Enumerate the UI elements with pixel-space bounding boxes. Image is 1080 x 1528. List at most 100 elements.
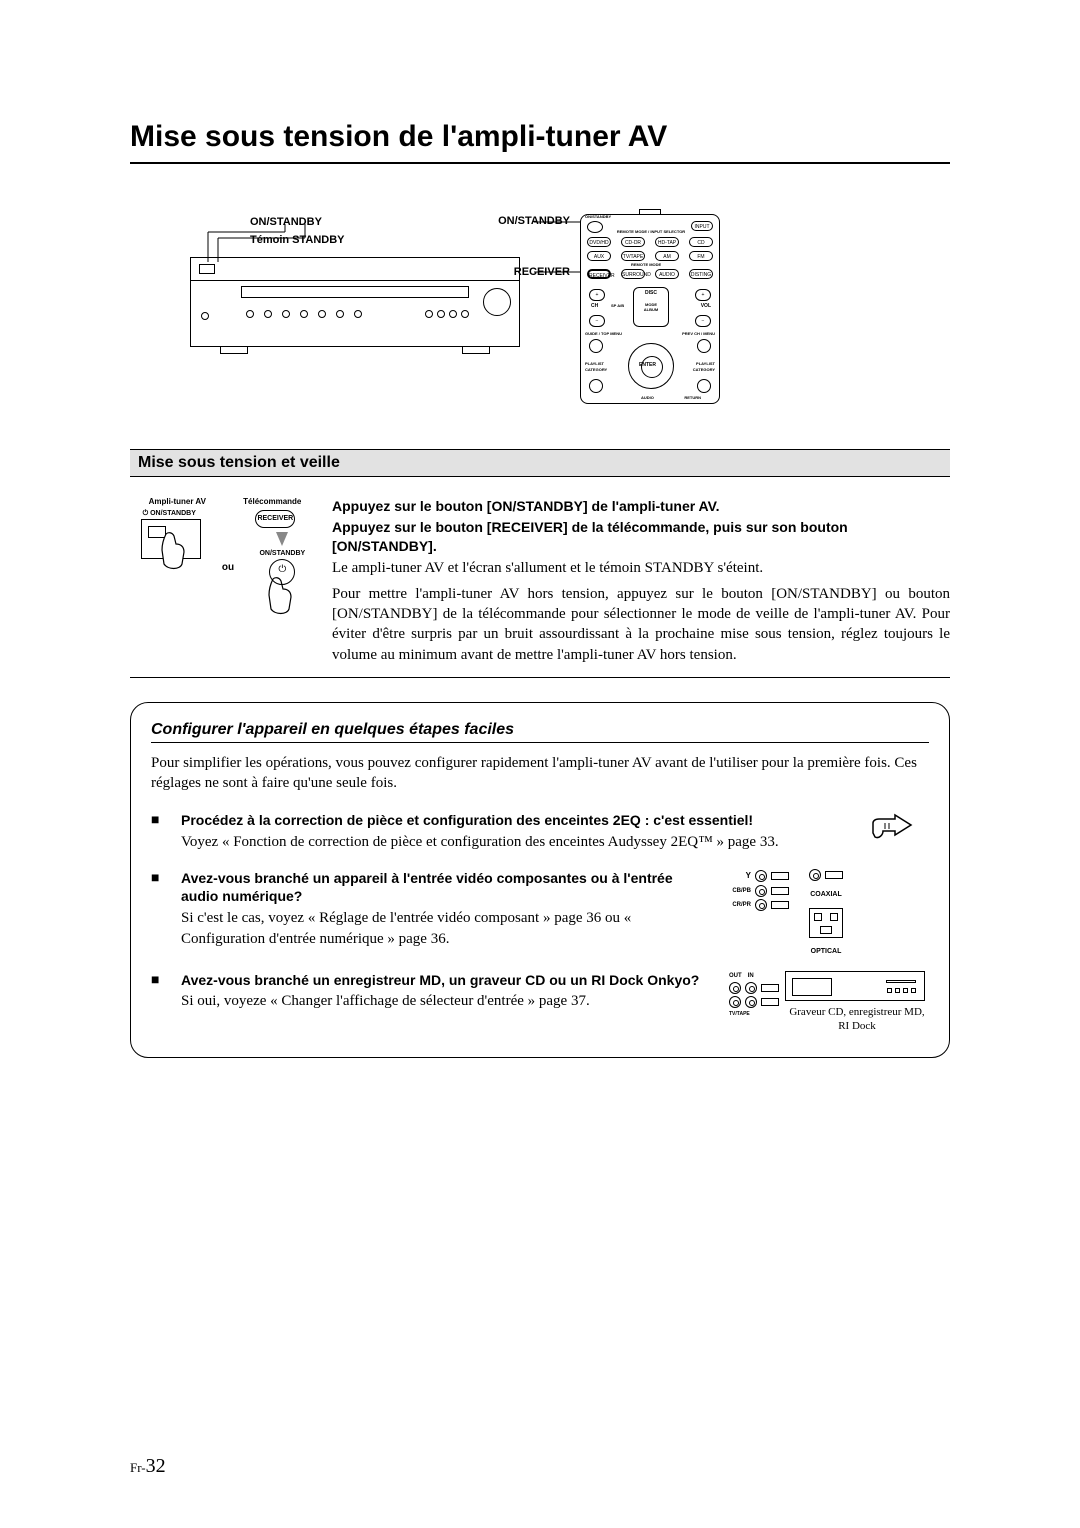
- button-icon: [449, 310, 457, 318]
- button-icon: [461, 310, 469, 318]
- ou-label: ou: [222, 562, 234, 573]
- disc-pad-icon: DISC MODE ALBUM: [633, 287, 669, 327]
- cd-button-icon: CD: [689, 237, 713, 247]
- playlist-button-l-icon: [589, 379, 603, 393]
- audio-label-bottom: AUDIO: [641, 395, 654, 400]
- category-label-r: CATEGORY: [693, 367, 715, 372]
- item3-heading: Avez-vous branché un enregistreur MD, un…: [181, 971, 713, 990]
- label-onstandby: ON/STANDBY: [250, 216, 322, 228]
- press-button-icon: [141, 519, 201, 559]
- component-diagram: Y CB/PB CR/PR COAXIAL OPTICAL: [729, 869, 929, 955]
- config-intro: Pour simplifier les opérations, vous pou…: [151, 753, 929, 794]
- category-label-l: CATEGORY: [585, 367, 607, 372]
- display-screen-icon: [241, 286, 469, 298]
- receiver-button-icon: RECEIVER: [587, 269, 611, 279]
- playlist-label-l: PLAYLIST: [585, 361, 604, 366]
- button-icon: [246, 310, 254, 318]
- aux-button-icon: AUX: [587, 251, 611, 261]
- guide-label: GUIDE / TOP MENU: [585, 331, 622, 336]
- vol-minus-icon: −: [695, 315, 711, 327]
- bold-line-1: Appuyez sur le bouton [ON/STANDBY] de l'…: [332, 497, 950, 516]
- section-header: Mise sous tension et veille: [130, 449, 950, 477]
- onstandby-button-icon: [587, 221, 603, 233]
- playlist-button-r-icon: [697, 379, 711, 393]
- button-icon: [300, 310, 308, 318]
- button-icon: [354, 310, 362, 318]
- col-left-label: Ampli-tuner AV: [149, 497, 206, 506]
- am-button-icon: AM: [655, 251, 679, 261]
- dpad-icon: ENTER: [628, 343, 674, 389]
- config-title: Configurer l'appareil en quelques étapes…: [151, 721, 929, 743]
- button-icon: [282, 310, 290, 318]
- bullet-icon: ■: [151, 869, 165, 955]
- item1-heading: Procédez à la correction de pièce et con…: [181, 811, 853, 830]
- surround-button-icon: SURROUND: [621, 269, 645, 279]
- config-item-3: ■ Avez-vous branché un enregistreur MD, …: [151, 971, 929, 1034]
- return-label: RETURN: [684, 395, 701, 400]
- onstandby-tiny-label: ON/STANDBY: [150, 510, 196, 517]
- disting-button-icon: DISTING: [689, 269, 713, 279]
- button-icon: [336, 310, 344, 318]
- onstandby-label: ON/STANDBY: [585, 214, 611, 219]
- ch-plus-icon: +: [589, 289, 605, 301]
- para-1: Le ampli-tuner AV et l'écran s'allument …: [332, 558, 950, 578]
- receiver-oval-icon: RECEIVER: [255, 510, 295, 528]
- para-2: Pour mettre l'ampli-tuner AV hors tensio…: [332, 584, 950, 665]
- power-button-icon: [199, 264, 215, 274]
- audio-button-icon: AUDIO: [655, 269, 679, 279]
- config-box: Configurer l'appareil en quelques étapes…: [130, 702, 950, 1058]
- col-right-label: Télécommande: [243, 497, 301, 506]
- bullet-icon: ■: [151, 971, 165, 1034]
- hand-pointer-icon: [869, 811, 915, 843]
- config-item-2: ■ Avez-vous branché un appareil à l'entr…: [151, 869, 929, 955]
- label-temoin: Témoin STANDBY: [250, 234, 345, 246]
- spab-label: SP A/B: [611, 303, 624, 308]
- guide-button-icon: [589, 339, 603, 353]
- config-item-1: ■ Procédez à la correction de pièce et c…: [151, 811, 929, 852]
- item1-body: Voyez « Fonction de correction de pièce …: [181, 832, 853, 852]
- recorder-caption: Graveur CD, enregistreur MD, RI Dock: [785, 1005, 929, 1034]
- coaxial-label: COAXIAL: [809, 891, 843, 898]
- dvd-button-icon: DVD/HD: [587, 237, 611, 247]
- bold-line-2: Appuyez sur le bouton [RECEIVER] de la t…: [332, 518, 950, 556]
- tvtape-button-icon: TV/TAPE: [621, 251, 645, 261]
- arrow-down-icon: [276, 532, 288, 546]
- item3-body: Si oui, voyeze « Changer l'affichage de …: [181, 991, 713, 1011]
- button-icon: [425, 310, 433, 318]
- onstandby-tiny-label2: ON/STANDBY: [255, 550, 309, 557]
- button-icon: [264, 310, 272, 318]
- item2-heading: Avez-vous branché un appareil à l'entrée…: [181, 869, 713, 907]
- recorder-diagram: OUTIN TV/TAPE: [729, 971, 929, 1034]
- page-number: Fr-32: [130, 1455, 166, 1478]
- hand-icon: [158, 530, 202, 574]
- button-icon: [318, 310, 326, 318]
- instruction-block: Ampli-tuner AV Télécommande ⏻ ON/STANDBY…: [130, 497, 950, 678]
- jack-icon: [201, 312, 209, 320]
- top-diagrams: ON/STANDBY Témoin STANDBY: [130, 214, 950, 409]
- fm-button-icon: FM: [689, 251, 713, 261]
- item2-body: Si c'est le cas, voyez « Réglage de l'en…: [181, 908, 713, 949]
- remote-mode-label: REMOTE MODE / INPUT SELECTOR: [611, 229, 691, 234]
- instruction-diagram: Ampli-tuner AV Télécommande ⏻ ON/STANDBY…: [130, 497, 320, 665]
- recorder-box-icon: [785, 971, 925, 1001]
- ir-emitter-icon: [639, 209, 661, 215]
- optical-label: OPTICAL: [809, 948, 843, 955]
- remote-control-icon: ON/STANDBY INPUT REMOTE MODE / INPUT SEL…: [580, 214, 720, 404]
- hdtap-button-icon: HD-TAP: [655, 237, 679, 247]
- ch-label: CH: [591, 303, 598, 309]
- instruction-text: Appuyez sur le bouton [ON/STANDBY] de l'…: [332, 497, 950, 665]
- button-icon: [437, 310, 445, 318]
- device-box-icon: [809, 908, 843, 938]
- prev-button-icon: [697, 339, 711, 353]
- remote-diagram: ON/STANDBY RECEIVER ON/STANDBY INPUT REM…: [580, 214, 840, 409]
- page-title: Mise sous tension de l'ampli-tuner AV: [130, 120, 950, 164]
- receiver-feet: [190, 347, 520, 354]
- bullet-icon: ■: [151, 811, 165, 852]
- prev-label: PREV CH / MENU: [682, 331, 715, 336]
- ch-minus-icon: −: [589, 315, 605, 327]
- vol-plus-icon: +: [695, 289, 711, 301]
- remote-mode2-label: REMOTE MODE: [631, 262, 661, 267]
- input-button-icon: INPUT: [691, 221, 713, 231]
- vol-label: VOL: [701, 303, 711, 309]
- playlist-label-r: PLAYLIST: [696, 361, 715, 366]
